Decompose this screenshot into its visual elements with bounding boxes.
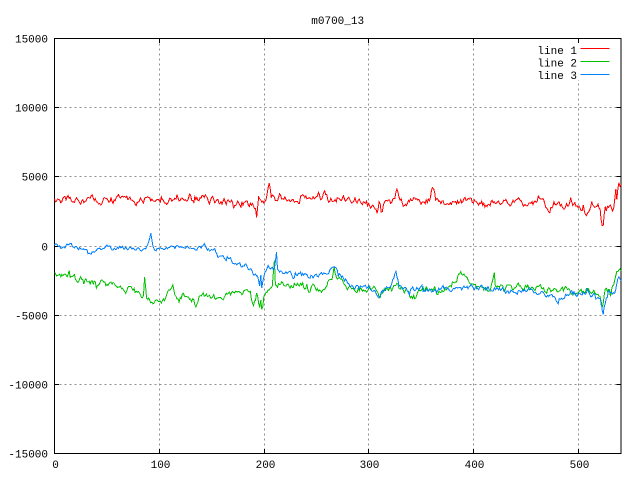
svg-text:m0700_13: m0700_13 (311, 16, 364, 28)
svg-text:100: 100 (151, 460, 171, 472)
svg-text:5000: 5000 (22, 173, 48, 185)
svg-text:-5000: -5000 (15, 312, 48, 324)
svg-text:500: 500 (570, 460, 590, 472)
svg-text:10000: 10000 (15, 104, 48, 116)
svg-text:line 3: line 3 (537, 71, 577, 83)
svg-text:line 2: line 2 (537, 59, 577, 71)
svg-text:0: 0 (52, 460, 59, 472)
svg-text:line 1: line 1 (537, 46, 577, 58)
svg-text:0: 0 (41, 243, 48, 255)
svg-text:15000: 15000 (15, 35, 48, 47)
svg-text:200: 200 (256, 460, 276, 472)
svg-text:-10000: -10000 (8, 381, 48, 393)
svg-text:400: 400 (465, 460, 485, 472)
svg-text:300: 300 (360, 460, 380, 472)
svg-text:-15000: -15000 (8, 450, 48, 462)
